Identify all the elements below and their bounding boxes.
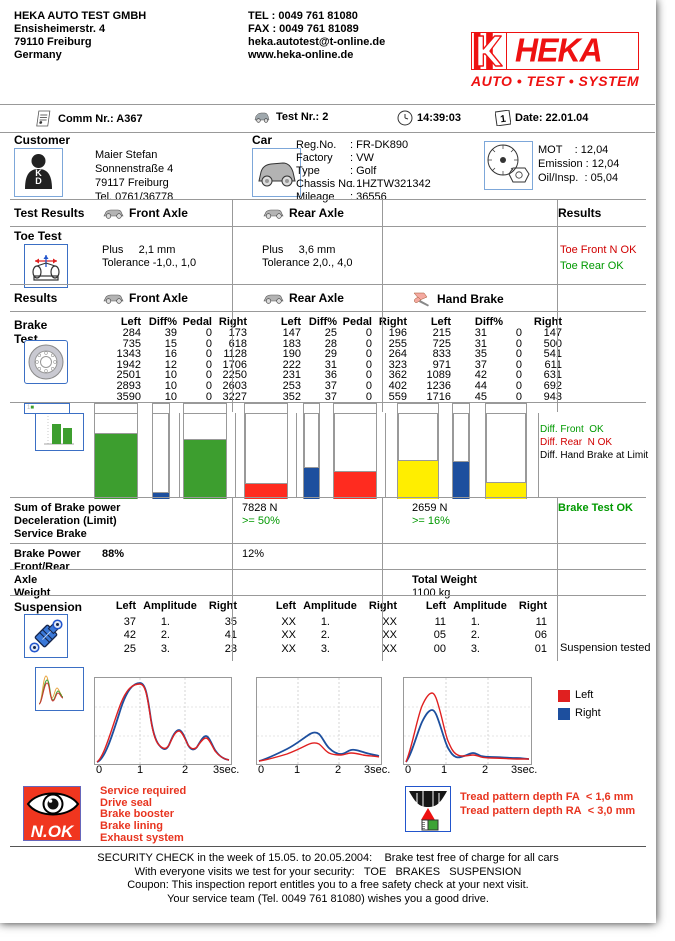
svg-text:D: D xyxy=(35,176,42,186)
